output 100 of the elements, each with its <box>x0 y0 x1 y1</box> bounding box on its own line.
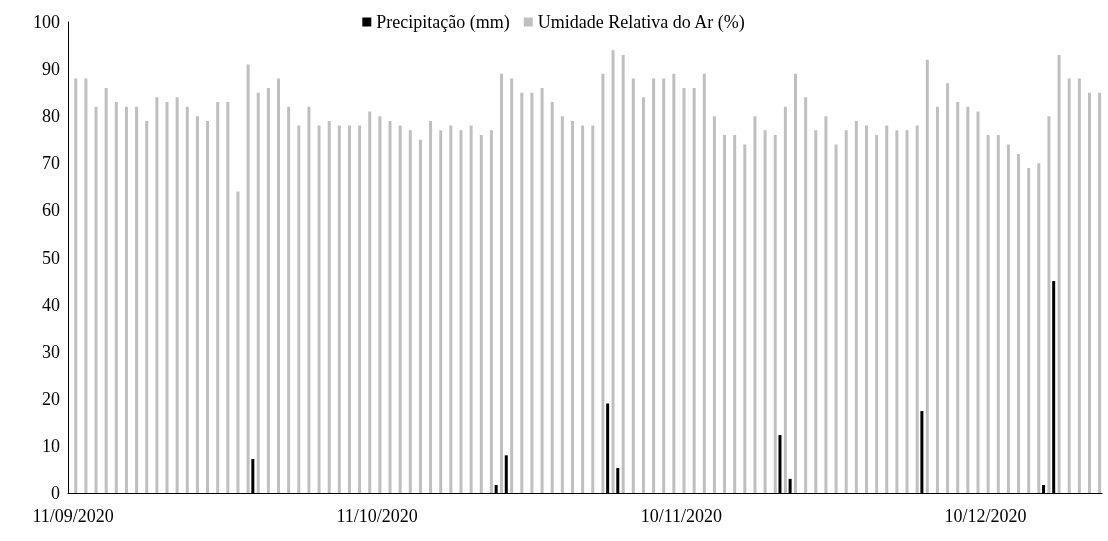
y-tick-label: 70 <box>42 153 60 174</box>
bar <box>854 120 858 493</box>
bar <box>510 78 514 493</box>
bar <box>753 116 757 493</box>
bar <box>1057 54 1061 493</box>
bar <box>733 135 737 493</box>
legend-label: Precipitação (mm) <box>376 12 510 33</box>
bar <box>266 87 270 493</box>
bar <box>641 97 645 493</box>
bar <box>520 92 524 493</box>
bar <box>915 125 919 493</box>
bar <box>1017 153 1021 493</box>
x-tick-label: 11/10/2020 <box>336 506 418 526</box>
bar <box>834 144 838 493</box>
bar <box>804 97 808 493</box>
bar <box>195 116 199 493</box>
bar <box>327 120 331 493</box>
y-tick-label: 0 <box>51 483 60 503</box>
bar <box>864 125 868 493</box>
bar <box>1027 168 1031 493</box>
bar <box>74 78 78 493</box>
bar <box>165 102 169 493</box>
bar <box>337 125 341 493</box>
bar <box>986 135 990 493</box>
bar <box>682 87 686 493</box>
y-tick-label: 20 <box>42 388 60 409</box>
bar <box>783 106 787 493</box>
bar <box>621 54 625 493</box>
bar <box>185 106 189 493</box>
bar <box>946 83 950 493</box>
bar <box>429 120 433 493</box>
bar <box>581 125 585 493</box>
bar <box>925 59 929 493</box>
bar <box>530 92 534 493</box>
bar <box>895 130 899 493</box>
y-tick-label: 80 <box>42 106 60 127</box>
bar <box>216 102 220 493</box>
y-tick-label: 100 <box>33 12 60 32</box>
bar <box>124 106 128 493</box>
bar <box>459 130 463 493</box>
bar <box>601 73 605 493</box>
bar <box>570 120 574 493</box>
bar <box>824 116 828 493</box>
bar <box>287 106 291 493</box>
bar <box>672 73 676 493</box>
bar <box>712 116 716 493</box>
bar <box>550 102 554 493</box>
bar <box>966 106 970 493</box>
bar <box>277 78 281 493</box>
bar <box>145 120 149 493</box>
y-tick-label: 50 <box>42 247 60 268</box>
bar <box>378 116 382 493</box>
bar <box>905 130 909 493</box>
bar <box>104 87 108 493</box>
bar <box>692 87 696 493</box>
bar <box>135 106 139 493</box>
bar <box>439 130 443 493</box>
bar <box>307 106 311 493</box>
bar <box>408 130 412 493</box>
y-tick-label: 60 <box>42 200 60 221</box>
bar <box>763 130 767 493</box>
bar <box>418 139 422 493</box>
bar <box>479 135 483 493</box>
bar <box>1087 92 1091 493</box>
bar <box>875 135 879 493</box>
x-tick-label: 10/12/2020 <box>944 506 1027 526</box>
bar <box>358 125 362 493</box>
bar <box>1077 78 1081 493</box>
bar <box>885 125 889 493</box>
bar <box>814 130 818 493</box>
bar <box>773 135 777 493</box>
y-tick-label: 30 <box>42 341 60 362</box>
bar <box>662 78 666 493</box>
y-tick-label: 10 <box>42 435 60 456</box>
bar <box>935 106 939 493</box>
bar <box>1067 78 1071 493</box>
bar <box>398 125 402 493</box>
x-tick-label: 10/11/2020 <box>640 506 722 526</box>
bar <box>489 130 493 493</box>
bar <box>702 73 706 493</box>
bar <box>1098 92 1102 493</box>
bar <box>500 73 504 493</box>
y-tick-label: 90 <box>42 59 60 80</box>
bar <box>256 92 260 493</box>
bar <box>631 78 635 493</box>
bar <box>844 130 848 493</box>
bar <box>175 97 179 493</box>
bar <box>1006 144 1010 493</box>
bar <box>388 120 392 493</box>
bar <box>560 116 564 493</box>
bar <box>956 102 960 493</box>
bar <box>114 102 118 493</box>
bar <box>976 111 980 493</box>
bar <box>317 125 321 493</box>
bar <box>155 97 159 493</box>
bar <box>236 191 240 493</box>
bar <box>297 125 301 493</box>
bar <box>206 120 210 493</box>
bar <box>794 73 798 493</box>
bar <box>1037 163 1041 493</box>
